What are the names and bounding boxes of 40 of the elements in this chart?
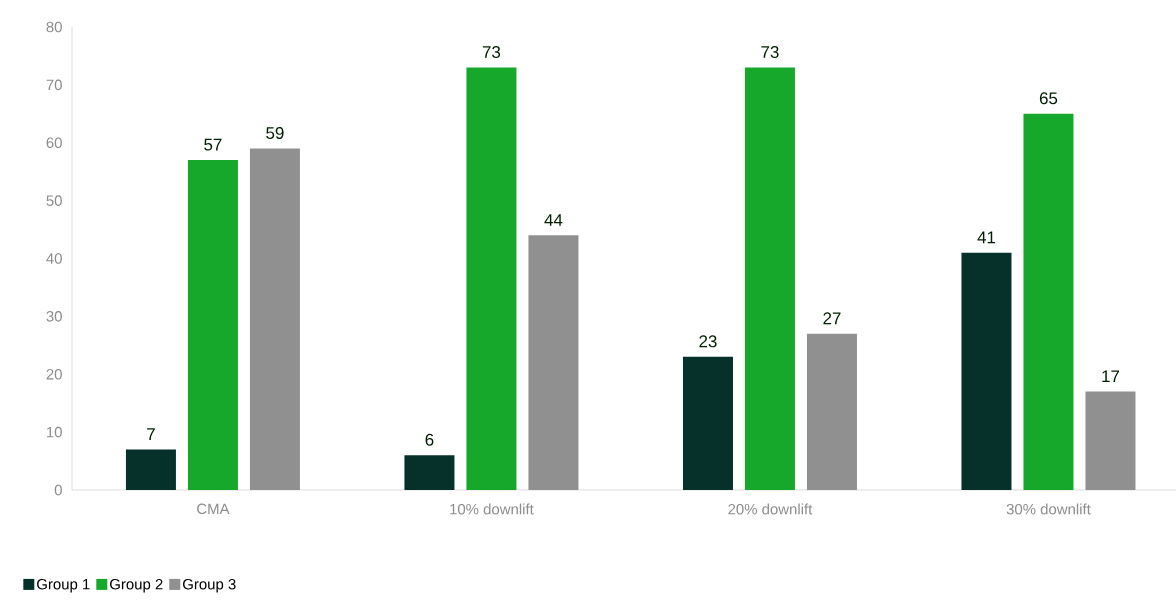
legend-label: Group 2 bbox=[110, 578, 163, 593]
y-tick-label: 0 bbox=[54, 484, 62, 496]
data-label: 57 bbox=[204, 138, 222, 151]
bar bbox=[1085, 391, 1136, 490]
y-tick-label: 80 bbox=[46, 21, 62, 33]
y-tick-label: 20 bbox=[46, 368, 62, 380]
y-tick-label: 50 bbox=[46, 195, 62, 206]
data-label: 7 bbox=[147, 428, 155, 440]
bar bbox=[187, 160, 238, 490]
x-tick-label: CMA bbox=[197, 503, 230, 515]
data-label: 27 bbox=[823, 312, 841, 325]
legend-label: Group 3 bbox=[183, 578, 236, 593]
x-tick-label: 20% downlift bbox=[728, 503, 813, 515]
data-label: 6 bbox=[425, 433, 434, 446]
y-tick-label: 10 bbox=[47, 426, 62, 438]
bar bbox=[466, 67, 517, 490]
y-tick-label: 30 bbox=[46, 311, 62, 322]
y-tick-label: 70 bbox=[46, 79, 62, 91]
data-label: 59 bbox=[266, 127, 284, 140]
data-label: 23 bbox=[699, 335, 717, 348]
data-label: 41 bbox=[977, 231, 996, 244]
x-tick-label: 30% downlift bbox=[1006, 503, 1091, 515]
bar bbox=[404, 455, 455, 490]
y-tick-label: 60 bbox=[46, 137, 62, 149]
bar bbox=[744, 67, 795, 490]
bar bbox=[961, 252, 1012, 490]
bar bbox=[249, 148, 300, 490]
bar bbox=[125, 449, 176, 490]
legend-label: Group 1 bbox=[37, 578, 90, 593]
bar bbox=[1023, 113, 1074, 490]
y-tick-label: 40 bbox=[46, 253, 62, 264]
data-label: 73 bbox=[761, 45, 779, 58]
data-label: 65 bbox=[1039, 92, 1058, 105]
data-label: 44 bbox=[544, 214, 563, 226]
bar bbox=[806, 333, 857, 490]
data-label: 73 bbox=[482, 45, 501, 58]
data-label: 17 bbox=[1102, 370, 1120, 383]
bar bbox=[682, 356, 733, 490]
x-tick-label: 10% downlift bbox=[450, 503, 534, 515]
bar bbox=[528, 235, 579, 490]
